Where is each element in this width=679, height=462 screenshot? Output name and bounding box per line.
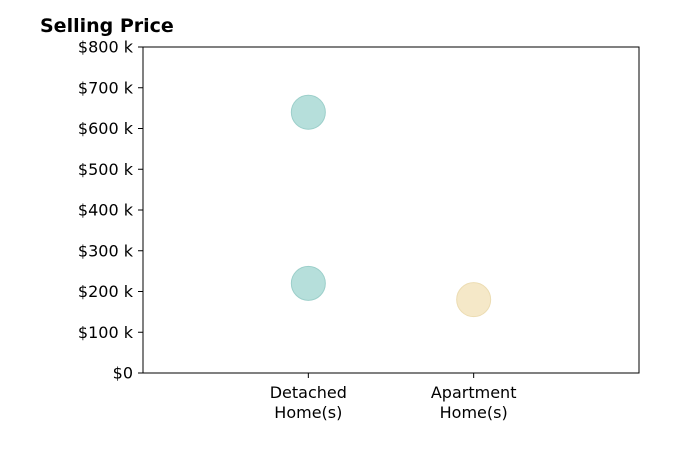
y-tick-label: $300 k bbox=[78, 241, 134, 260]
plot-area-frame bbox=[142, 46, 640, 374]
x-tick-label: Apartment Home(s) bbox=[431, 383, 517, 422]
x-tick-label-line: Detached bbox=[270, 383, 347, 402]
scatter-point bbox=[290, 94, 326, 130]
x-tick-label: Detached Home(s) bbox=[270, 383, 347, 422]
x-tick-label-line: Home(s) bbox=[440, 403, 508, 422]
y-tick-label: $0 bbox=[113, 364, 133, 383]
y-tick-label: $700 k bbox=[78, 78, 134, 97]
y-tick-label: $600 k bbox=[78, 119, 134, 138]
y-tick-label: $500 k bbox=[78, 160, 134, 179]
y-axis: $0 $100 k $200 k $300 k $400 k $500 k $600 k $7… bbox=[78, 38, 143, 383]
scatter-point bbox=[290, 265, 326, 301]
y-tick-label: $400 k bbox=[78, 201, 134, 220]
marks-layer bbox=[290, 94, 492, 318]
x-tick-label-line: Home(s) bbox=[274, 403, 342, 422]
scatter-point bbox=[456, 282, 492, 318]
y-tick-label: $800 k bbox=[78, 38, 134, 57]
y-tick-label: $100 k bbox=[78, 323, 134, 342]
x-axis: Detached Home(s)Apartment Home(s) bbox=[270, 373, 517, 422]
chart-title: Selling Price bbox=[40, 15, 174, 37]
y-tick-label: $200 k bbox=[78, 282, 134, 301]
x-tick-label-line: Apartment bbox=[431, 383, 517, 402]
